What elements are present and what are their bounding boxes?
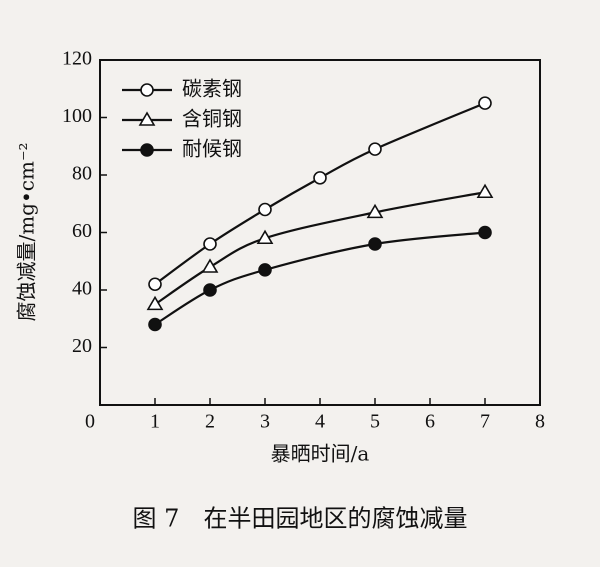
- x-tick-label: 7: [480, 411, 490, 433]
- marker: [148, 277, 162, 292]
- legend-marker: [140, 143, 154, 157]
- marker: [313, 171, 327, 185]
- y-tick-label: 20: [72, 335, 92, 357]
- x-axis-label: 暴晒时间/a: [271, 442, 370, 466]
- marker: [368, 142, 382, 156]
- x-tick-label: 6: [425, 411, 435, 433]
- y-tick-label: 100: [62, 105, 92, 127]
- x-tick-label: 4: [315, 411, 325, 433]
- marker: [146, 295, 164, 311]
- marker: [478, 96, 492, 110]
- marker: [478, 225, 492, 240]
- marker: [148, 317, 162, 332]
- marker: [258, 263, 272, 277]
- legend-marker: [140, 83, 154, 97]
- marker: [256, 229, 274, 245]
- legend-text: 耐候钢: [182, 137, 242, 161]
- marker: [366, 203, 384, 219]
- y-tick-label: 60: [72, 220, 92, 242]
- series-line: [154, 191, 486, 306]
- x-tick-label: 1: [150, 411, 160, 433]
- x-tick-label: 0: [85, 411, 95, 433]
- marker: [368, 237, 382, 251]
- x-tick-label: 2: [205, 411, 215, 433]
- legend-text: 含铜钢: [182, 107, 242, 131]
- x-tick-label: 3: [260, 411, 270, 433]
- y-tick-label: 80: [72, 163, 92, 185]
- x-tick-label: 5: [370, 411, 380, 433]
- marker: [203, 283, 217, 297]
- marker: [201, 258, 219, 273]
- legend-marker: [138, 111, 156, 126]
- marker: [203, 237, 217, 251]
- x-tick-label: 8: [535, 411, 545, 433]
- y-tick-label: 40: [72, 278, 92, 300]
- legend-text: 碳素钢: [182, 77, 242, 101]
- marker: [476, 183, 494, 199]
- y-axis-label: 腐蚀减量/mg•cm⁻²: [15, 142, 39, 321]
- caption: 图 7 在半田园地区的腐蚀减量: [133, 505, 468, 533]
- y-tick-label: 120: [62, 48, 92, 70]
- marker: [258, 202, 272, 217]
- series-line: [154, 231, 486, 326]
